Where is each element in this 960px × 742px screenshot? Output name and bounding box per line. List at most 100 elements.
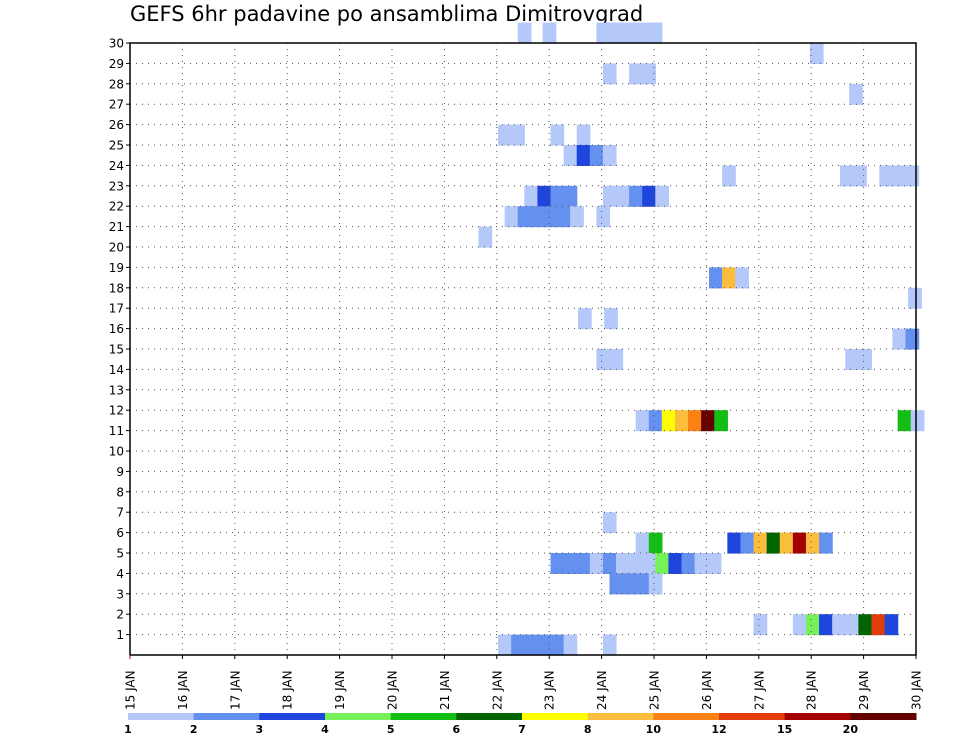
heatmap-cell	[537, 185, 552, 207]
colorbar-label: 10	[646, 723, 662, 736]
colorbar-swatch	[850, 713, 917, 720]
heatmap-cell	[563, 634, 578, 656]
heatmap-cell	[858, 349, 873, 370]
heatmap-cell	[635, 532, 650, 554]
heatmap-cell	[511, 124, 525, 146]
heatmap-cell	[681, 553, 696, 574]
heatmap-cell	[840, 165, 854, 187]
y-tick-label: 15	[109, 343, 124, 357]
x-tick-label: 17 JAN	[228, 670, 242, 710]
heatmap-cell	[753, 532, 768, 554]
heatmap-cell	[537, 634, 552, 656]
heatmap-cell	[550, 553, 565, 574]
heatmap-cell	[805, 614, 820, 636]
y-tick-label: 19	[109, 261, 124, 275]
heatmap-cell	[550, 634, 565, 656]
heatmap-cell	[892, 165, 907, 187]
heatmap-cell	[616, 553, 630, 574]
heatmap-cell	[648, 410, 663, 432]
x-tick-label: 19 JAN	[333, 670, 347, 710]
y-tick-label: 13	[109, 383, 124, 397]
heatmap-cell	[622, 573, 637, 595]
heatmap-cell	[635, 22, 650, 44]
heatmap-cell	[596, 206, 611, 228]
colorbar-label: 7	[518, 723, 526, 736]
y-tick-label: 2	[116, 608, 124, 622]
x-tick-label: 23 JAN	[543, 670, 557, 710]
heatmap-cell	[908, 287, 922, 309]
heatmap-cell	[674, 410, 689, 432]
heatmap-cell	[648, 22, 663, 44]
colorbar-label: 20	[843, 723, 859, 736]
heatmap-cell	[629, 63, 643, 85]
x-tick-label: 18 JAN	[281, 670, 295, 710]
heatmap-cell	[722, 165, 736, 187]
heatmap-cell	[511, 634, 525, 656]
y-tick-label: 16	[109, 322, 124, 336]
heatmap-cell	[622, 22, 637, 44]
y-tick-label: 26	[109, 118, 124, 132]
heatmap-cell	[735, 267, 749, 289]
heatmap-cell	[498, 634, 512, 656]
colorbar-swatch	[784, 713, 851, 720]
heatmap-cell	[905, 165, 920, 187]
heatmap-cell	[648, 573, 663, 595]
heatmap-cell	[753, 614, 768, 636]
heatmap-cell	[642, 553, 656, 574]
y-tick-label: 10	[109, 445, 124, 459]
heatmap-cell	[589, 553, 604, 574]
heatmap-cell	[602, 185, 617, 207]
heatmap-cell	[550, 124, 565, 146]
heatmap-cell	[832, 614, 846, 636]
heatmap-cell	[563, 553, 578, 574]
heatmap-cell	[478, 226, 493, 248]
heatmap-cell	[602, 512, 617, 534]
heatmap-cell	[740, 532, 755, 554]
heatmap-cell	[524, 185, 539, 207]
heatmap-cell	[792, 532, 807, 554]
colorbar-swatch	[325, 713, 392, 720]
heatmap-cell	[655, 185, 670, 207]
heatmap-cell	[563, 145, 578, 166]
heatmap-cell	[609, 22, 624, 44]
heatmap-cell	[596, 22, 611, 44]
y-tick-label: 23	[109, 179, 124, 193]
heatmap-cell	[542, 22, 557, 44]
y-tick-label: 25	[109, 139, 124, 153]
heatmap-cell	[714, 410, 728, 432]
heatmap-cell	[596, 349, 611, 370]
heatmap-cell	[602, 634, 617, 656]
heatmap-cell	[845, 349, 859, 370]
y-tick-label: 21	[109, 220, 124, 234]
heatmap-cell	[635, 573, 650, 595]
heatmap-cell	[905, 328, 920, 350]
colorbar-swatch	[653, 713, 720, 720]
y-tick-label: 11	[109, 424, 124, 438]
heatmap-cell	[629, 553, 643, 574]
x-axis-ticks: 15 JAN 16 JAN 17 JAN 18 JAN 19 JAN 20 JAN 21 J…	[124, 655, 924, 710]
heatmap-cell	[892, 328, 907, 350]
heatmap-cell	[884, 614, 899, 636]
heatmap-cell	[871, 614, 886, 636]
x-tick-label: 16 JAN	[176, 670, 190, 710]
heatmap-cell	[576, 145, 591, 166]
colorbar-label: 2	[190, 723, 198, 736]
heatmap-cell	[604, 308, 618, 330]
colorbar-label: 1	[124, 723, 132, 736]
y-tick-label: 14	[109, 363, 124, 377]
x-tick-label: 15 JAN	[124, 670, 138, 710]
heatmap-cell	[849, 83, 863, 105]
heatmap-cell	[661, 410, 676, 432]
x-tick-label: 28 JAN	[805, 670, 819, 710]
heatmap-cell	[524, 634, 539, 656]
colorbar-swatch	[128, 713, 195, 720]
heatmap-cell	[709, 267, 723, 289]
heatmap-cell	[819, 532, 833, 554]
colorbar-label: 12	[711, 723, 726, 736]
heatmap-cell	[609, 349, 624, 370]
x-tick-label: 27 JAN	[752, 670, 766, 710]
y-tick-label: 29	[109, 57, 124, 71]
x-tick-label: 29 JAN	[857, 670, 871, 710]
heatmap-cell	[543, 206, 558, 228]
heatmap-cell	[853, 165, 867, 187]
